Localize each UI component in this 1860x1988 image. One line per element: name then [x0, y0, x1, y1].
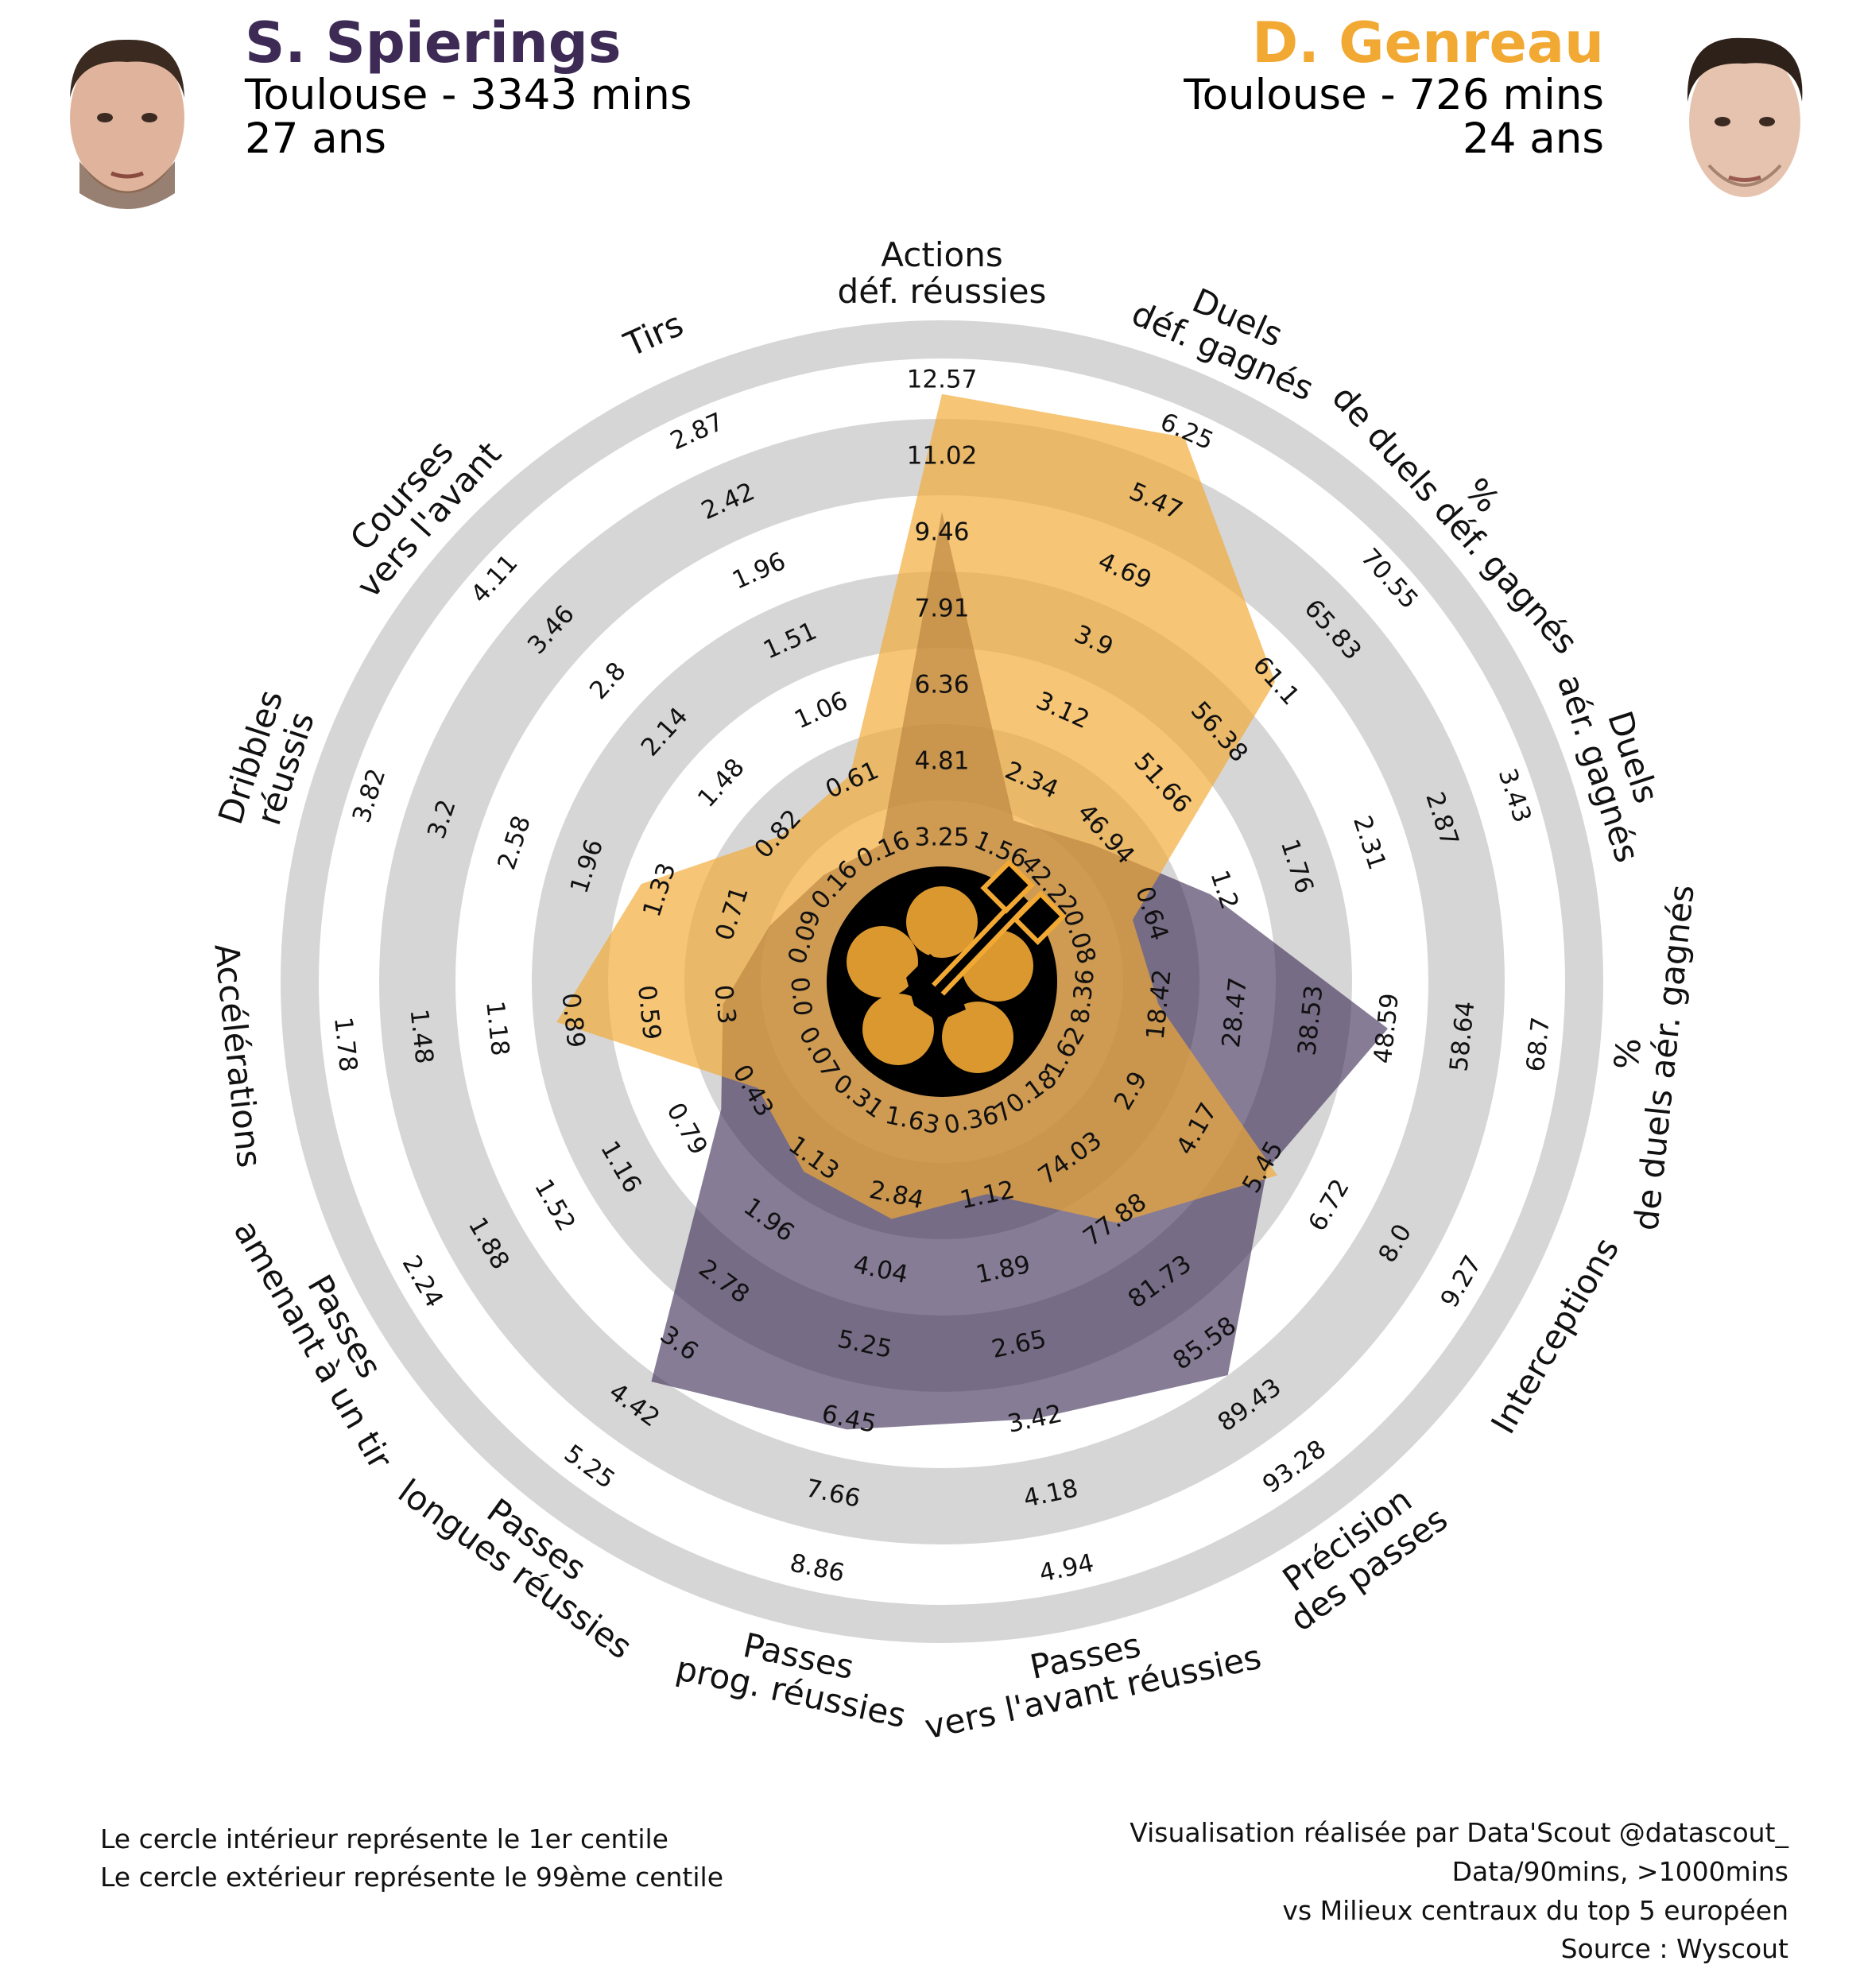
player-right-header: D. Genreau Toulouse - 726 mins 24 ans [1184, 14, 1604, 161]
axis-tick-label: 1.06 [790, 686, 852, 734]
footer-legend: Le cercle intérieur représente le 1er ce… [100, 1820, 723, 1897]
player-right-name: D. Genreau [1252, 10, 1604, 76]
axis-tick-label: 0.89 [556, 992, 591, 1049]
axis-tick-label: 0.3 [708, 983, 741, 1025]
axis-tick-label: 1.52 [529, 1174, 581, 1236]
axis-label: Actions déf. réussies [838, 235, 1047, 311]
player-left-header: S. Spierings Toulouse - 3343 mins 27 ans [245, 14, 692, 161]
footer-credit-author: Visualisation réalisée par Data'Scout @d… [1130, 1817, 1788, 1848]
axis-tick-label: 9.46 [914, 518, 969, 547]
player-photo-spierings [48, 22, 207, 221]
axis-tick-label: 1.48 [405, 1008, 439, 1065]
axis-tick-label: 2.58 [492, 812, 537, 874]
footer-credit-comparison: vs Milieux centraux du top 5 européen [1282, 1894, 1788, 1926]
axis-tick-label: 6.72 [1303, 1174, 1355, 1236]
player-right-club-minutes: Toulouse - 726 mins [1184, 70, 1604, 119]
axis-tick-label: 1.78 [328, 1016, 362, 1073]
footer-credit-data: Data/90mins, >1000mins [1451, 1855, 1788, 1887]
axis-tick-label: 3.25 [914, 823, 969, 852]
axis-tick-label: 0.59 [632, 984, 666, 1041]
axis-tick-label: 6.36 [914, 671, 969, 699]
player-right-age: 24 ans [1463, 114, 1604, 164]
player-left-age: 27 ans [245, 114, 386, 164]
footer-credits: Visualisation réalisée par Data'Scout @d… [1130, 1814, 1788, 1969]
axis-tick-label: 0.79 [661, 1098, 713, 1160]
axis-label: %de duels aér. gagnés [1591, 879, 1702, 1233]
player-left-club-minutes: Toulouse - 3343 mins [245, 70, 692, 119]
player-photo-genreau [1665, 22, 1824, 221]
axis-tick-label: 1.48 [692, 753, 750, 812]
axis-tick-label: 4.81 [914, 747, 969, 776]
player-left-name: S. Spierings [245, 10, 622, 76]
axis-tick-label: 0.0 [785, 975, 817, 1017]
footer-outer-circle-note: Le cercle extérieur représente le 99ème … [100, 1861, 724, 1893]
footer-inner-circle-note: Le cercle intérieur représente le 1er ce… [100, 1823, 668, 1854]
axis-tick-label: 2.31 [1347, 812, 1392, 874]
axis-tick-label: 48.59 [1369, 992, 1405, 1065]
axis-tick-label: 11.02 [907, 442, 978, 471]
axis-tick-label: 1.96 [728, 547, 790, 595]
axis-tick-label: 4.94 [1037, 1548, 1096, 1588]
axis-tick-label: 2.8 [584, 657, 632, 705]
axis-tick-label: 7.91 [914, 595, 969, 623]
axis-tick-label: 1.18 [480, 1000, 514, 1057]
axis-label: Tirs [618, 304, 689, 365]
series-genreau [556, 393, 1277, 1223]
axis-tick-label: 8.86 [788, 1548, 847, 1588]
series-polygon [556, 393, 1277, 1223]
axis-label: Accélérations [207, 942, 269, 1169]
datascout-logo [827, 859, 1067, 1097]
footer-credit-source: Source : Wyscout [1560, 1933, 1788, 1965]
axis-tick-label: 8.36 [1066, 967, 1100, 1025]
axis-tick-label: 12.57 [907, 366, 978, 394]
axis-tick-label: 68.7 [1521, 1016, 1556, 1073]
percentile-ring [281, 320, 1603, 1643]
